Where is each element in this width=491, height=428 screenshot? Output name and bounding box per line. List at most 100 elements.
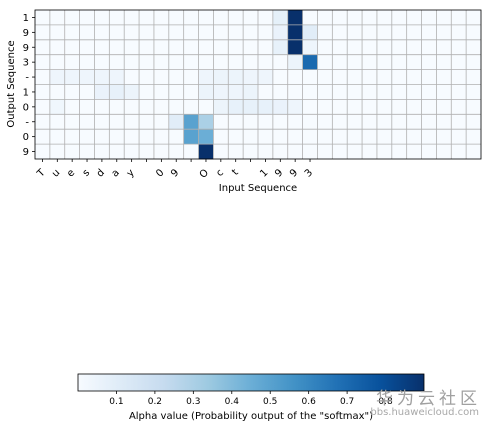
heatmap-cell [317,144,333,160]
colorbar-tick-label: 0.4 [225,397,240,407]
heatmap-cell [49,24,66,41]
heatmap-cell [168,144,184,160]
heatmap-cell [466,99,482,115]
heatmap-cell [258,114,274,130]
heatmap-cell [213,10,229,26]
heatmap-cell [124,144,140,160]
heatmap-cell [35,114,51,130]
heatmap-cell [213,24,229,41]
heatmap-cell [64,69,80,85]
heatmap-cell [258,69,274,85]
heatmap-cell [436,114,452,130]
heatmap-cell [258,54,274,70]
heatmap-cell [168,54,184,70]
heatmap-cell [406,129,422,145]
heatmap-cells [35,10,482,160]
heatmap-cell [287,54,303,70]
heatmap-cell [347,114,363,130]
heatmap-cell [35,99,51,115]
heatmap-cell [258,10,274,26]
heatmap-cell [258,144,274,160]
heatmap-cell [272,39,289,55]
heatmap-cell [124,99,140,115]
heatmap-cell [436,84,452,100]
heatmap-cell [213,114,229,130]
heatmap-cell [109,54,125,70]
heatmap-cell [124,39,140,55]
heatmap-cell [213,84,229,100]
heatmap-cell [347,99,363,115]
y-tick-labels: 1 9 9 3 - 1 0 - 0 9 [23,13,35,158]
x-tick-label: 3 [303,167,315,179]
heatmap-cell [228,84,244,100]
heatmap-cell [79,24,95,41]
heatmap-cell [168,129,184,145]
heatmap-cell [317,84,333,100]
heatmap-cell [198,69,214,85]
x-tick-label: s [81,167,92,178]
heatmap-cell [243,84,259,100]
heatmap-cell [153,84,170,100]
heatmap-cell [421,54,437,70]
heatmap-cell [406,10,422,26]
heatmap-cell [168,84,184,100]
heatmap-cell [376,69,393,85]
y-tick-label: 3 [23,58,29,69]
heatmap-cell [287,114,303,130]
heatmap-cell [168,69,184,85]
heatmap-cell [287,144,303,160]
heatmap-cell [332,84,348,100]
heatmap-cell [317,54,333,70]
colorbar-tick-label: 0.2 [148,397,162,407]
heatmap-cell [421,129,437,145]
heatmap-cell [79,54,95,70]
heatmap-cell [49,39,66,55]
heatmap-cell [198,129,214,145]
heatmap-cell [124,114,140,130]
heatmap-cell [332,54,348,70]
heatmap-cell [79,99,95,115]
heatmap-cell [49,99,66,115]
heatmap-cell [49,54,66,70]
heatmap-cell [153,10,170,26]
heatmap-cell [35,84,51,100]
heatmap-cell [317,69,333,85]
heatmap-cell [153,69,170,85]
heatmap-cell [272,10,289,26]
heatmap-cell [332,39,348,55]
heatmap-cell [79,39,95,55]
heatmap-cell [139,39,155,55]
heatmap-cell [436,129,452,145]
heatmap-cell [302,69,318,85]
heatmap-cell [272,24,289,41]
heatmap-cell [451,39,467,55]
heatmap-cell [347,84,363,100]
heatmap-cell [302,129,318,145]
heatmap-cell [228,54,244,70]
heatmap-cell [168,39,184,55]
y-tick-label: - [25,117,29,128]
heatmap-cell [376,54,393,70]
heatmap-cell [243,24,259,41]
heatmap-cell [287,39,303,55]
y-tick-label: 0 [23,132,29,143]
heatmap-cell [362,84,378,100]
heatmap-cell [49,144,66,160]
heatmap-cell [243,10,259,26]
heatmap-cell [35,144,51,160]
y-tick-label: 9 [23,28,29,39]
heatmap-cell [272,144,289,160]
heatmap-cell [124,10,140,26]
heatmap-cell [109,114,125,130]
heatmap-cell [451,84,467,100]
heatmap-cell [317,99,333,115]
heatmap-cell [406,24,422,41]
colorbar-tick-label: 0.8 [378,397,393,407]
heatmap-cell [406,144,422,160]
heatmap-cell [153,114,170,130]
heatmap-cell [317,129,333,145]
heatmap-cell [139,54,155,70]
x-tick-label: u [50,167,62,179]
colorbar-gradient [77,373,425,392]
